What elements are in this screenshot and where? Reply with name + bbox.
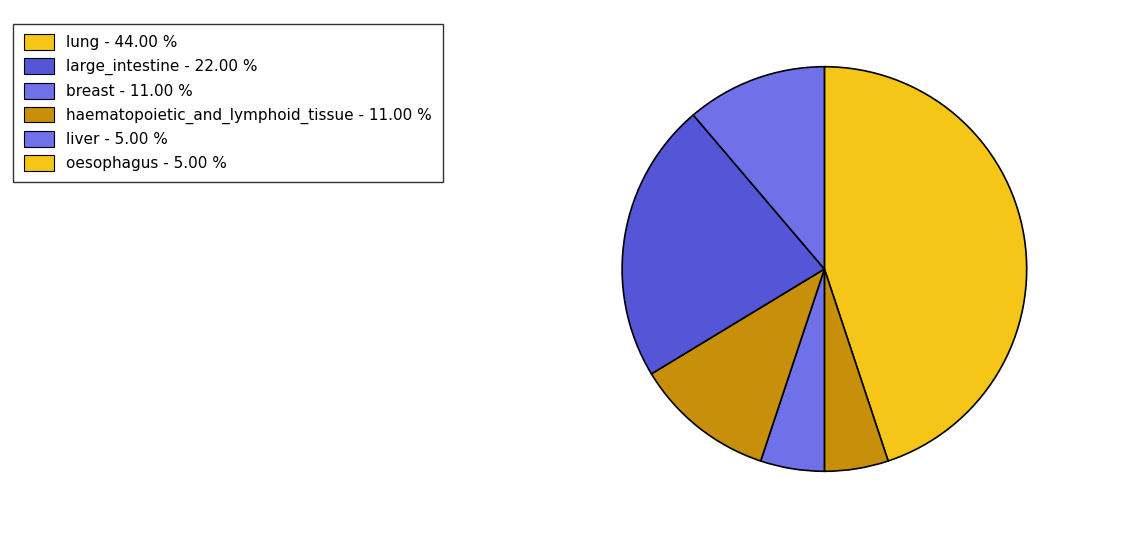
Wedge shape (824, 269, 889, 471)
Wedge shape (652, 269, 824, 461)
Legend: lung - 44.00 %, large_intestine - 22.00 %, breast - 11.00 %, haematopoietic_and_: lung - 44.00 %, large_intestine - 22.00 … (13, 24, 443, 182)
Wedge shape (693, 67, 824, 269)
Wedge shape (622, 115, 824, 374)
Wedge shape (824, 67, 1027, 461)
Wedge shape (760, 269, 824, 471)
